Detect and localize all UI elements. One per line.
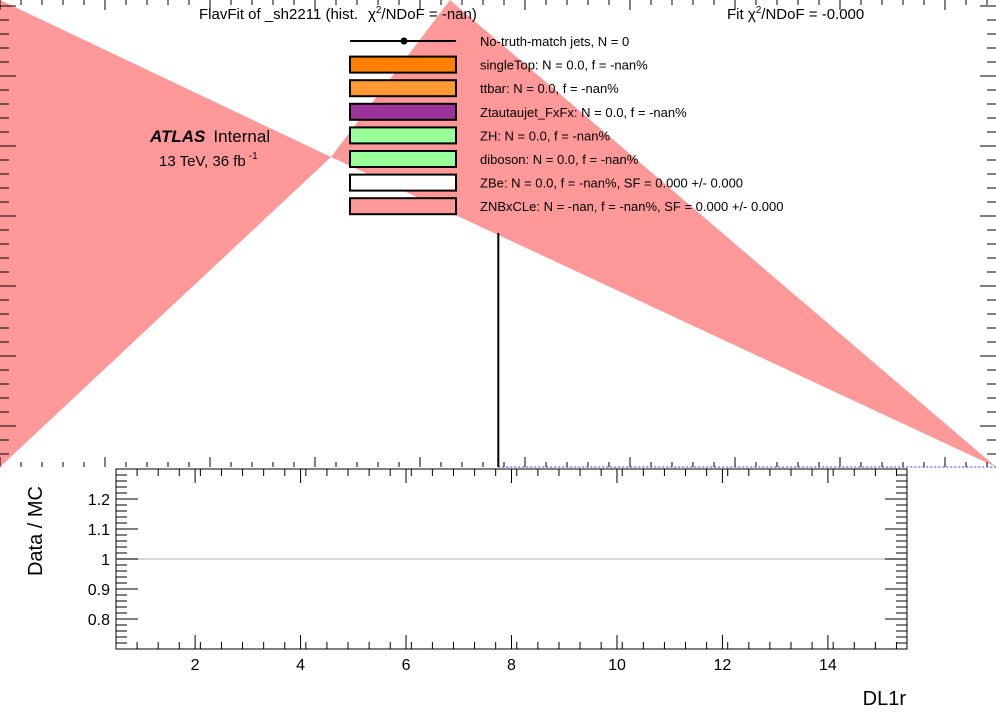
legend: No-truth-match jets, N = 0 singleTop: N =… — [349, 34, 784, 216]
legend-swatch — [349, 102, 457, 121]
legend-entry: ZH: N = 0.0, f = -nan% — [349, 126, 610, 145]
ratio-ylabel: Data / MC — [25, 486, 47, 576]
legend-swatch — [349, 55, 457, 74]
legend-label: ZBe: N = 0.0, f = -nan%, SF = 0.000 +/- … — [480, 176, 743, 191]
legend-label: ttbar: N = 0.0, f = -nan% — [480, 81, 619, 96]
legend-label: Ztautaujet_FxFx: N = 0.0, f = -nan% — [480, 105, 687, 120]
ratio-x-tick-label: 2 — [191, 657, 200, 674]
main-stack-fill-left — [0, 0, 331, 467]
ratio-x-tick-label: 14 — [819, 657, 837, 674]
legend-swatch — [349, 79, 457, 98]
legend-label: No-truth-match jets, N = 0 — [480, 34, 629, 49]
ratio-xlabel: DL1r — [863, 688, 907, 710]
main-panel — [0, 0, 996, 468]
ratio-tick-labels: 2 4 6 8 10 12 14 0.8 0.9 1 1.1 1.2 — [88, 492, 837, 674]
ratio-y-tick-label: 1 — [101, 552, 110, 569]
legend-label: ZNBxCLe: N = -nan, f = -nan%, SF = 0.000… — [480, 199, 784, 214]
ratio-panel: 2 4 6 8 10 12 14 0.8 0.9 1 1.1 1.2 Data / MC DL1r — [25, 468, 908, 710]
legend-swatch — [349, 126, 457, 145]
legend-entry: ttbar: N = 0.0, f = -nan% — [349, 79, 619, 98]
legend-entry: singleTop: N = 0.0, f = -nan% — [349, 55, 648, 74]
ratio-x-tick-label: 12 — [714, 657, 732, 674]
ratio-y-tick-label: 0.8 — [88, 612, 110, 629]
legend-entry: diboson: N = 0.0, f = -nan% — [349, 150, 639, 168]
legend-entry: ZBe: N = 0.0, f = -nan%, SF = 0.000 +/- … — [349, 173, 743, 192]
ratio-x-tick-label: 6 — [402, 657, 411, 674]
legend-entry: Ztautaujet_FxFx: N = 0.0, f = -nan% — [349, 102, 687, 121]
legend-entry: No-truth-match jets, N = 0 — [350, 34, 629, 49]
legend-label: singleTop: N = 0.0, f = -nan% — [480, 58, 648, 73]
ratio-x-tick-label: 4 — [296, 657, 305, 674]
ratio-x-tick-label: 8 — [507, 657, 516, 674]
ratio-y-tick-label: 1.2 — [88, 492, 110, 509]
ratio-y-tick-label: 1.1 — [88, 522, 110, 539]
legend-label: diboson: N = 0.0, f = -nan% — [480, 152, 639, 167]
legend-entry: ZNBxCLe: N = -nan, f = -nan%, SF = 0.000… — [349, 197, 784, 216]
legend-swatch — [349, 173, 457, 192]
energy-lumi-label: 13 TeV, 36 fb -1 — [159, 151, 258, 170]
fit-chi2-label: Fit χ2/NDoF = -0.000 — [727, 5, 864, 23]
ratio-x-tick-label: 10 — [608, 657, 626, 674]
plot-title: FlavFit of _sh2211 (hist. χ2/NDoF = -nan) — [199, 5, 477, 23]
atlas-label: ATLAS Internal — [149, 127, 270, 146]
legend-label: ZH: N = 0.0, f = -nan% — [480, 128, 610, 143]
ratio-y-tick-label: 0.9 — [88, 582, 110, 599]
legend-marker-dot — [400, 37, 408, 45]
main-axis-ticks — [0, 0, 996, 467]
main-stack-fill-right — [331, 0, 996, 467]
ratio-axis-ticks — [115, 469, 907, 649]
legend-swatch — [349, 197, 457, 216]
legend-swatch — [349, 150, 457, 168]
